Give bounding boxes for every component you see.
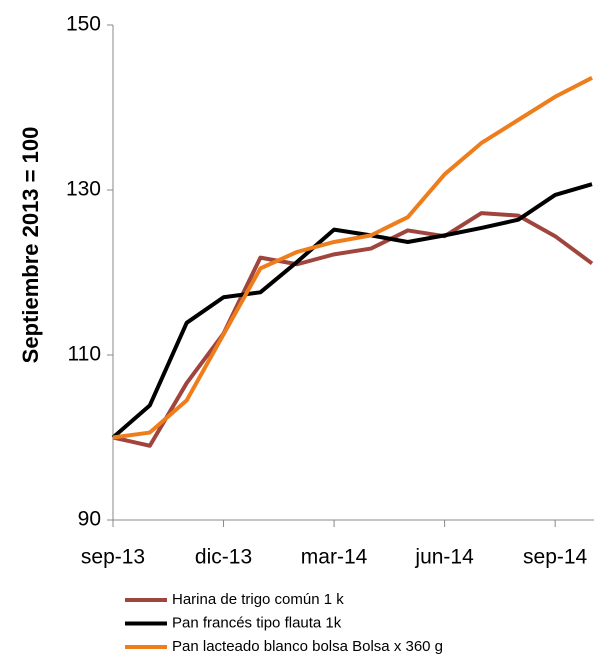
y-tick-label: 150 (66, 13, 101, 36)
x-tick-label: sep-14 (523, 546, 588, 569)
x-tick-label: jun-14 (414, 546, 474, 569)
y-tick-label: 110 (68, 343, 101, 366)
x-tick-label: dic-13 (195, 546, 252, 569)
legend-label: Harina de trigo común 1 k (172, 591, 344, 608)
y-tick-label: 130 (66, 178, 101, 201)
data-line (112, 211, 594, 448)
data-line (112, 76, 593, 440)
y-tick-label: 90 (78, 508, 101, 531)
x-tick-label: sep-13 (81, 546, 145, 569)
y-axis-label: Septiembre 2013 = 100 (18, 127, 43, 364)
data-line (111, 182, 593, 440)
x-tick-label: mar-14 (301, 546, 368, 569)
legend-label: Pan francés tipo flauta 1k (172, 614, 342, 631)
legend-label: Pan lacteado blanco bolsa Bolsa x 360 g (172, 638, 443, 655)
